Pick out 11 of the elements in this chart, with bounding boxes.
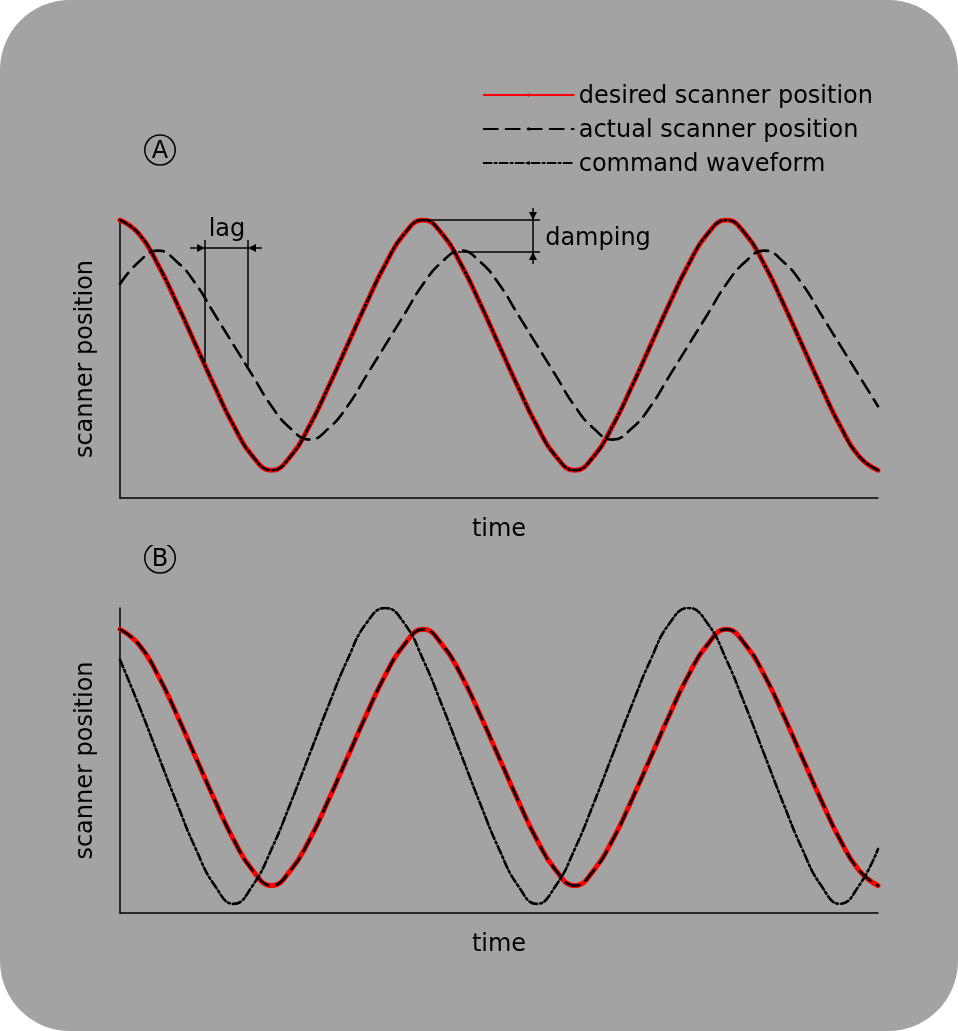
annotation: lag: [208, 214, 246, 242]
y-axis-title: scanner position: [70, 259, 98, 459]
text: B: [151, 544, 169, 572]
x-axis-title: time: [471, 929, 527, 957]
text: A: [151, 136, 169, 164]
legend-label: desired scanner position: [578, 81, 873, 109]
x-axis-title: time: [471, 514, 527, 542]
legend-label: command waveform: [578, 149, 826, 177]
annotation: damping: [545, 223, 651, 251]
y-axis-title: scanner position: [70, 661, 98, 860]
legend-label: actual scanner position: [578, 115, 859, 143]
